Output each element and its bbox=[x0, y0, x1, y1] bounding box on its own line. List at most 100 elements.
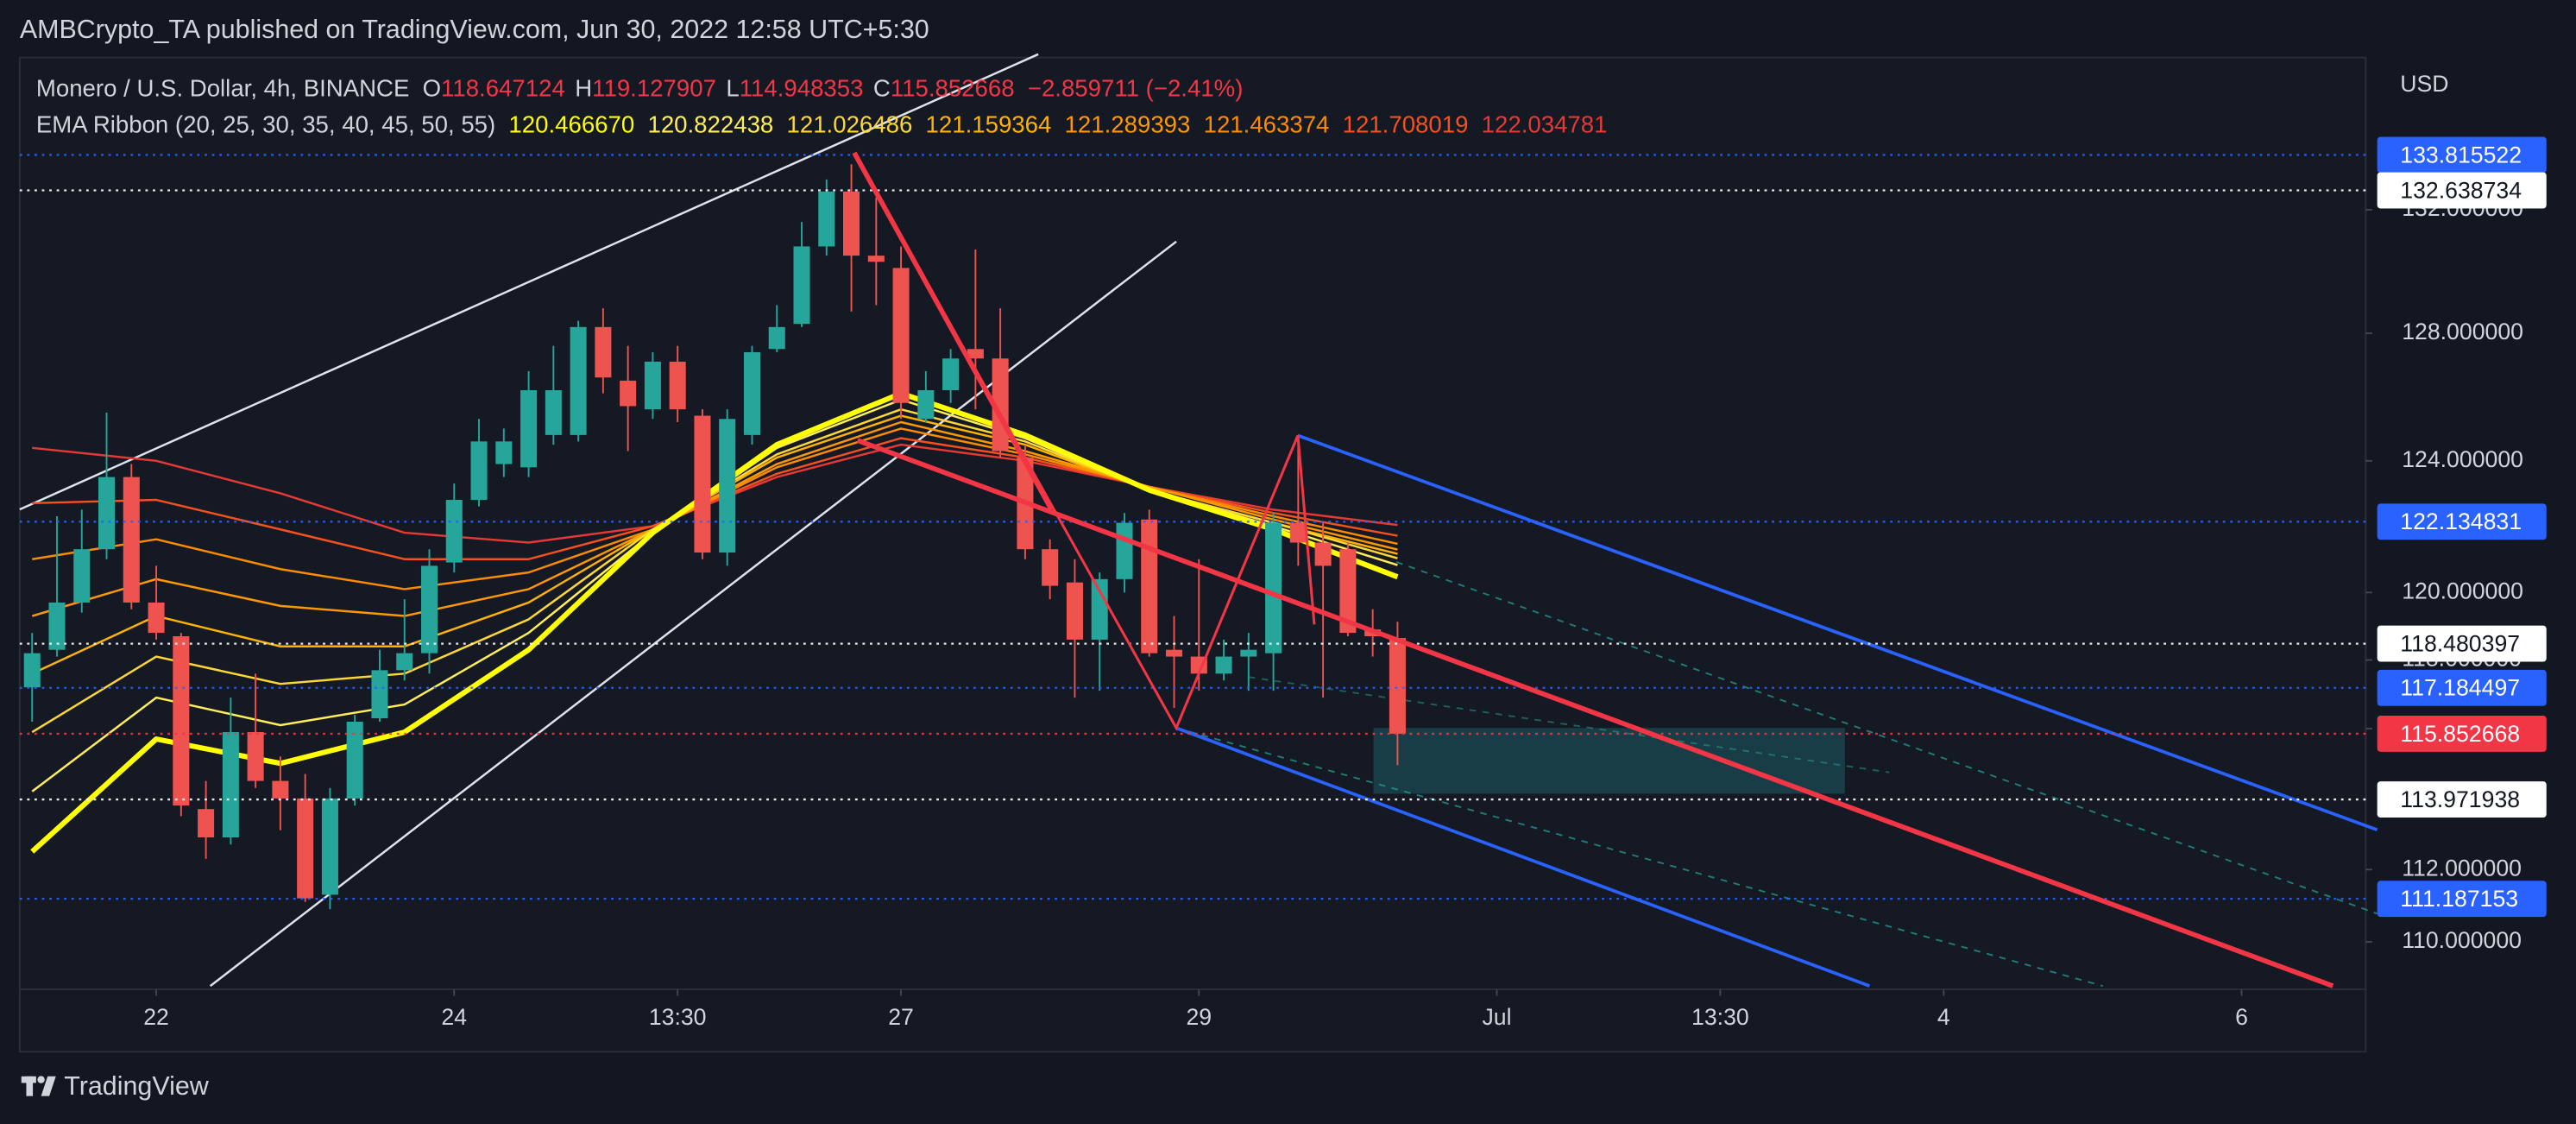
x-tick-label: 27 bbox=[888, 1004, 914, 1030]
ema-line bbox=[31, 420, 1398, 617]
candle-body bbox=[297, 798, 314, 899]
target-zone bbox=[1373, 728, 1845, 794]
drawings bbox=[19, 53, 2378, 988]
candle-body bbox=[743, 351, 760, 435]
dashed-line bbox=[1395, 561, 2378, 915]
overlays bbox=[852, 151, 2334, 988]
x-tick-label: 24 bbox=[441, 1004, 467, 1030]
candle-body bbox=[173, 635, 190, 806]
legend-ribbon-value: 120.822438 bbox=[647, 111, 773, 138]
legend-ribbon-value: 121.026486 bbox=[787, 111, 913, 138]
legend-value: 115.852668 bbox=[891, 75, 1015, 102]
brand-name: TradingView bbox=[64, 1071, 210, 1101]
x-tick-label: 6 bbox=[2235, 1004, 2248, 1030]
y-unit: USD bbox=[2400, 71, 2448, 97]
legend-value: 118.647124 bbox=[441, 75, 565, 102]
logo-part bbox=[26, 1076, 34, 1096]
channel-line bbox=[1175, 726, 1871, 988]
price-box bbox=[2377, 881, 2547, 918]
candle-body bbox=[1165, 649, 1183, 657]
candle-body bbox=[321, 798, 338, 895]
x-tick-label: 22 bbox=[143, 1004, 169, 1030]
candle-body bbox=[1042, 549, 1059, 586]
header: AMBCrypto_TA published on TradingView.co… bbox=[20, 15, 929, 44]
candle-body bbox=[570, 326, 587, 435]
candle-body bbox=[719, 419, 736, 553]
price-box bbox=[2377, 503, 2547, 540]
candle-body bbox=[793, 246, 810, 325]
legend-key: O bbox=[423, 75, 441, 102]
price-box-label: 111.187153 bbox=[2400, 886, 2518, 912]
price-box-label: 132.638734 bbox=[2400, 177, 2522, 203]
candle-body bbox=[917, 389, 935, 420]
candle-body bbox=[1289, 522, 1307, 543]
candle-body bbox=[123, 477, 140, 603]
candle-body bbox=[1141, 519, 1158, 654]
candle-body bbox=[669, 361, 686, 410]
candle-body bbox=[48, 602, 66, 650]
candle-body bbox=[942, 358, 960, 390]
y-tick-label: 120.000000 bbox=[2402, 578, 2523, 603]
candle-body bbox=[867, 256, 885, 262]
candle-body bbox=[1339, 549, 1357, 634]
legend-ribbon: EMA Ribbon (20, 25, 30, 35, 40, 45, 50, … bbox=[36, 111, 1608, 138]
candle-body bbox=[1215, 656, 1232, 674]
candle-body bbox=[520, 389, 538, 468]
candle-body bbox=[967, 349, 984, 359]
candle-body bbox=[23, 653, 41, 688]
candle-body bbox=[445, 500, 463, 563]
logo-part bbox=[41, 1076, 56, 1096]
candle-body bbox=[545, 389, 562, 435]
y-tick-label: 128.000000 bbox=[2402, 319, 2523, 344]
trend-line bbox=[209, 240, 1177, 988]
candle-body bbox=[198, 809, 215, 838]
price-box bbox=[2377, 669, 2547, 706]
price-box bbox=[2377, 172, 2547, 209]
descending-line bbox=[856, 438, 2334, 988]
trend-line bbox=[19, 53, 1039, 511]
legend-key: C bbox=[873, 75, 891, 102]
candle-body bbox=[247, 732, 264, 781]
candle-body bbox=[420, 565, 438, 654]
candle-body bbox=[1116, 522, 1133, 579]
legend-ribbon-value: 121.289393 bbox=[1065, 111, 1191, 138]
candle-body bbox=[495, 441, 513, 464]
candle-body bbox=[272, 780, 289, 799]
legend-ribbon-value: 120.466670 bbox=[508, 111, 634, 138]
candle-body bbox=[396, 653, 413, 671]
legend-ribbon-value: 122.034781 bbox=[1482, 111, 1608, 138]
candle-body bbox=[98, 477, 116, 550]
candle-body bbox=[843, 191, 860, 256]
legend-value: 119.127907 bbox=[592, 75, 716, 102]
chart-pane bbox=[18, 56, 2367, 1053]
dashed-line bbox=[1248, 676, 1890, 774]
x-tick-label: Jul bbox=[1482, 1004, 1511, 1030]
candle-body bbox=[346, 722, 363, 799]
candle-body bbox=[892, 268, 910, 403]
price-box bbox=[2377, 715, 2547, 752]
candle-body bbox=[470, 441, 488, 501]
legend-ribbon-value: 121.463374 bbox=[1204, 111, 1330, 138]
candle-body bbox=[595, 326, 612, 378]
candle-body bbox=[1240, 649, 1257, 657]
dashed-line bbox=[1175, 727, 2103, 988]
candle-body bbox=[644, 361, 661, 410]
y-tick-label: 124.000000 bbox=[2402, 446, 2523, 472]
legend-change: −2.859711 (−2.41%) bbox=[1028, 75, 1244, 102]
legend-symbol: Monero / U.S. Dollar, 4h, BINANCE bbox=[36, 75, 409, 102]
logo-part bbox=[37, 1076, 45, 1083]
candle-body bbox=[1265, 522, 1282, 654]
legend-ohlc: Monero / U.S. Dollar, 4h, BINANCE O118.64… bbox=[36, 75, 1244, 102]
candle-body bbox=[818, 191, 835, 247]
price-box bbox=[2377, 781, 2547, 818]
candle-body bbox=[768, 326, 785, 350]
legend-value: 114.948353 bbox=[740, 75, 864, 102]
y-tick-label: 112.000000 bbox=[2402, 855, 2522, 881]
legend-key: H bbox=[575, 75, 592, 102]
legend-ribbon-title: EMA Ribbon (20, 25, 30, 35, 40, 45, 50, … bbox=[36, 111, 495, 138]
x-tick-label: 13:30 bbox=[649, 1004, 707, 1030]
candle-body bbox=[1389, 638, 1406, 734]
price-box-label: 113.971938 bbox=[2400, 786, 2520, 812]
price-box-label: 115.852668 bbox=[2400, 721, 2520, 747]
